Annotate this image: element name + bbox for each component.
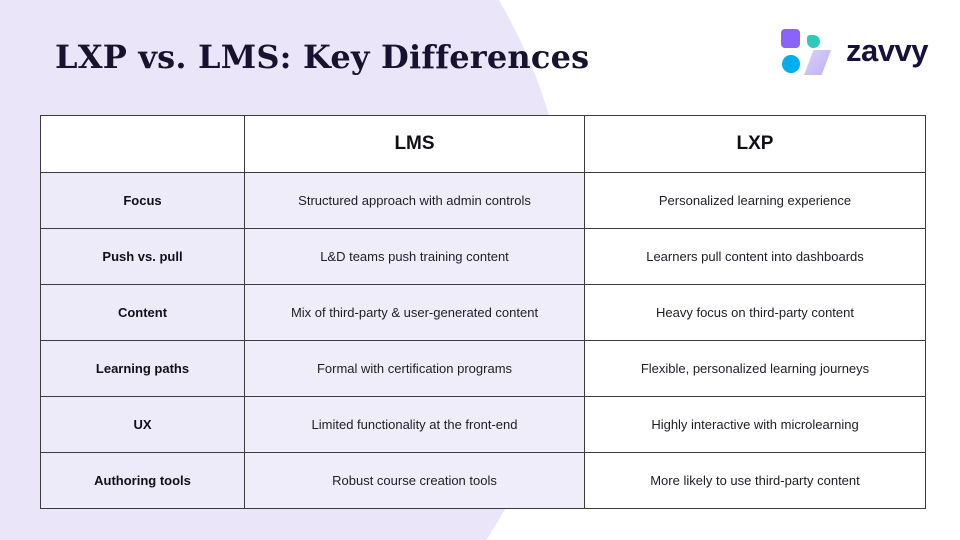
row-label-cell: Push vs. pull: [40, 228, 245, 285]
lxp-cell: Flexible, personalized learning journeys: [584, 340, 926, 397]
row-label-cell: UX: [40, 396, 245, 453]
logo-teal-shape: [807, 35, 821, 48]
logo-blue-circle: [782, 55, 801, 73]
lms-cell: Mix of third-party & user-generated cont…: [244, 284, 585, 341]
header-row: LMS LXP: [40, 115, 926, 173]
lxp-cell: More likely to use third-party content: [584, 452, 926, 509]
comparison-table: LMS LXP Focus Structured approach with a…: [40, 115, 926, 509]
row-label-cell: Authoring tools: [40, 452, 245, 509]
corner-cell: [40, 115, 245, 173]
table-row: Learning paths Formal with certification…: [40, 340, 926, 397]
lxp-cell: Heavy focus on third-party content: [584, 284, 926, 341]
logo-lilac-ribbon: [804, 50, 832, 75]
row-label-cell: Focus: [40, 172, 245, 229]
table-row: Focus Structured approach with admin con…: [40, 172, 926, 229]
lms-header: LMS: [244, 115, 585, 173]
lms-cell: Structured approach with admin controls: [244, 172, 585, 229]
lxp-cell: Highly interactive with microlearning: [584, 396, 926, 453]
table-row: UX Limited functionality at the front-en…: [40, 396, 926, 453]
row-label-cell: Content: [40, 284, 245, 341]
lxp-cell: Personalized learning experience: [584, 172, 926, 229]
table-row: Content Mix of third-party & user-genera…: [40, 284, 926, 341]
lms-cell: L&D teams push training content: [244, 228, 585, 285]
lms-cell: Limited functionality at the front-end: [244, 396, 585, 453]
table-row: Authoring tools Robust course creation t…: [40, 452, 926, 509]
row-label-cell: Learning paths: [40, 340, 245, 397]
brand-wordmark: zavvy: [846, 33, 928, 68]
lms-cell: Robust course creation tools: [244, 452, 585, 509]
lxp-header: LXP: [584, 115, 926, 173]
table-row: Push vs. pull L&D teams push training co…: [40, 228, 926, 285]
zavvy-logo-icon: [780, 26, 832, 76]
page-title: LXP vs. LMS: Key Differences: [55, 38, 590, 76]
lms-cell: Formal with certification programs: [244, 340, 585, 397]
lxp-cell: Learners pull content into dashboards: [584, 228, 926, 285]
brand-logo: zavvy: [780, 26, 928, 76]
logo-purple-square: [781, 29, 801, 48]
